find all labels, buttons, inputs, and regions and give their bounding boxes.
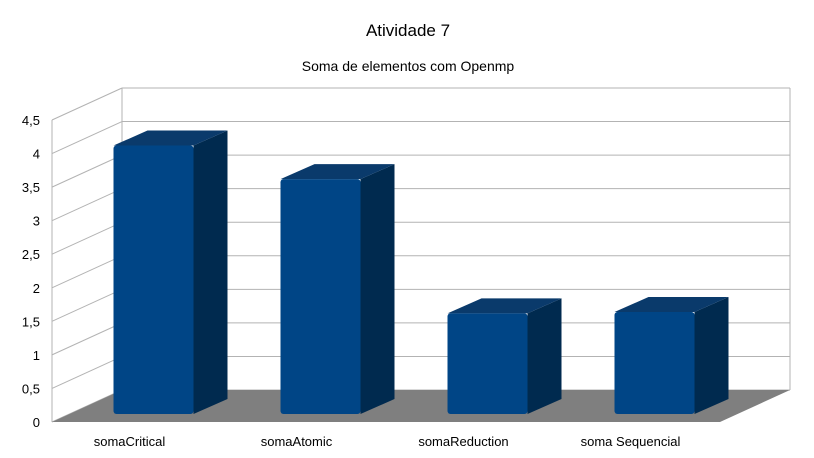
x-category-label: somaReduction bbox=[418, 434, 508, 449]
x-category-label: somaAtomic bbox=[261, 434, 333, 449]
y-tick-label: 0 bbox=[33, 415, 40, 430]
bar-front bbox=[614, 311, 695, 414]
bar-top bbox=[447, 298, 562, 314]
y-tick-label: 0,5 bbox=[22, 381, 40, 396]
floor bbox=[52, 390, 790, 422]
bar-front bbox=[447, 313, 528, 414]
bar-side bbox=[360, 164, 395, 414]
bar bbox=[614, 296, 729, 414]
bar-front bbox=[280, 179, 361, 414]
bars bbox=[113, 130, 729, 415]
grid-line bbox=[51, 87, 123, 121]
bar-front bbox=[113, 145, 194, 415]
bar bbox=[280, 164, 395, 414]
grid-line bbox=[51, 121, 123, 155]
y-tick-label: 2,5 bbox=[22, 247, 40, 262]
grid-line bbox=[51, 288, 123, 322]
grid-line bbox=[51, 355, 123, 389]
bar-top bbox=[113, 130, 228, 146]
y-tick-label: 3,5 bbox=[22, 180, 40, 195]
x-category-label: soma Sequencial bbox=[581, 434, 681, 449]
bar-side bbox=[527, 298, 562, 414]
x-axis: somaCritical somaAtomic somaReduction soma … bbox=[94, 434, 681, 449]
bar bbox=[447, 298, 562, 414]
bar bbox=[113, 130, 228, 415]
y-tick-label: 4 bbox=[33, 147, 40, 162]
y-tick-label: 2 bbox=[33, 281, 40, 296]
grid-line bbox=[51, 322, 123, 356]
y-tick-label: 1,5 bbox=[22, 314, 40, 329]
chart-subtitle: Soma de elementos com Openmp bbox=[302, 58, 515, 74]
grid-line bbox=[51, 221, 123, 255]
x-category-label: somaCritical bbox=[94, 434, 166, 449]
grid-line bbox=[51, 154, 123, 188]
bar-top bbox=[614, 296, 729, 312]
y-tick-label: 4,5 bbox=[22, 113, 40, 128]
bar-side bbox=[193, 130, 228, 415]
y-axis: 0 0,5 1 1,5 2 2,5 3 3,5 4 4,5 bbox=[22, 113, 40, 430]
grid-line bbox=[51, 188, 123, 222]
grid-line bbox=[51, 255, 123, 289]
y-tick-label: 1 bbox=[33, 348, 40, 363]
chart-title: Atividade 7 bbox=[366, 21, 450, 40]
bar-side bbox=[694, 296, 729, 414]
y-tick-label: 3 bbox=[33, 214, 40, 229]
bar-top bbox=[280, 164, 395, 180]
chart-floor bbox=[52, 390, 790, 422]
